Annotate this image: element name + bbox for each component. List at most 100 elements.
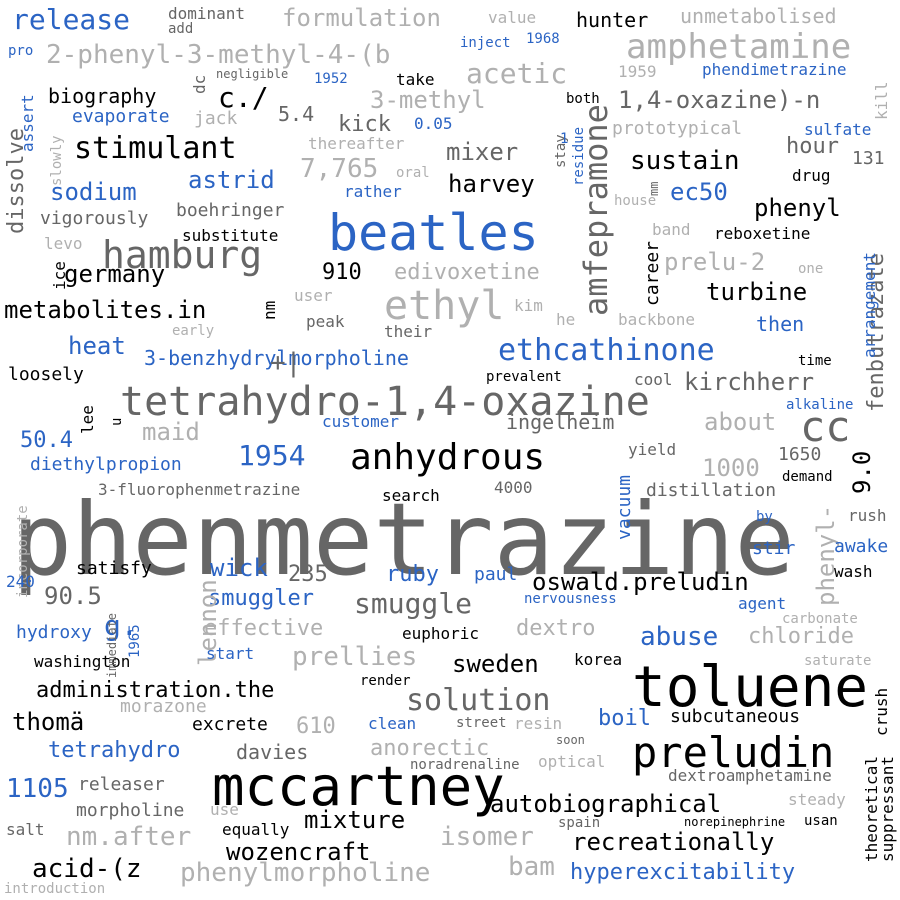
word-house: house: [614, 193, 657, 209]
word-oswald-preludin: oswald.preludin: [532, 568, 749, 596]
word-kirchherr: kirchherr: [684, 368, 815, 396]
word-slowly: slowly: [49, 135, 65, 186]
word-paul: paul: [474, 564, 518, 585]
word-one: one: [798, 261, 824, 277]
word-mixture: mixture: [304, 806, 406, 834]
word-euphoric: euphoric: [402, 624, 480, 643]
word-1954: 1954: [238, 439, 306, 472]
word-ruby: ruby: [386, 562, 439, 587]
word-both: both: [566, 91, 600, 107]
word-turbine: turbine: [706, 278, 808, 306]
word-steady: steady: [788, 790, 846, 809]
word-tetrahydro: tetrahydro: [48, 738, 181, 763]
word-render: render: [360, 673, 411, 689]
word-korea: korea: [574, 650, 623, 669]
word-evaporate: evaporate: [72, 106, 170, 127]
word-beatles: beatles: [328, 204, 539, 262]
word-smuggler: smuggler: [208, 586, 314, 611]
word-reboxetine: reboxetine: [714, 224, 811, 243]
word-acid-z: acid-(z: [32, 854, 142, 884]
word-kill: kill: [872, 81, 891, 120]
word-preludin: preludin: [632, 728, 835, 777]
word-mixer: mixer: [446, 138, 519, 166]
word-ice: ice: [50, 261, 69, 290]
word-nervousness: nervousness: [524, 591, 617, 607]
word-rush: rush: [848, 506, 887, 525]
word-acetic: acetic: [466, 57, 568, 90]
word-salt: salt: [6, 820, 45, 839]
word-career: career: [642, 240, 663, 306]
word-3-methyl: 3-methyl: [370, 86, 486, 114]
word-vacuum: vacuum: [614, 474, 635, 540]
word-loosely: loosely: [8, 364, 84, 385]
word-agent: agent: [738, 594, 787, 613]
word-rather: rather: [344, 182, 402, 201]
word-prevalent: prevalent: [486, 369, 562, 385]
word-1: 1: [560, 131, 569, 147]
word-morpholine: morpholine: [76, 800, 185, 821]
word-dominant: dominant: [168, 4, 246, 23]
word-3-benzhydrylmorpholine: 3-benzhydrylmorpholine: [144, 346, 409, 370]
word-wick: wick: [210, 554, 268, 582]
word-pro: pro: [8, 43, 34, 59]
word-then: then: [756, 312, 805, 336]
word-hydroxy: hydroxy: [16, 622, 92, 643]
word-autobiographical: autobiographical: [490, 790, 722, 818]
word-ec50: ec50: [670, 178, 728, 206]
word-ethcathinone: ethcathinone: [498, 333, 715, 368]
word-norepinephrine: norepinephrine: [684, 815, 786, 829]
word-excrete: excrete: [192, 714, 268, 735]
word-1968: 1968: [526, 31, 560, 47]
word-5-4: 5.4: [278, 102, 315, 126]
word-metabolites-in: metabolites.in: [4, 296, 207, 324]
word-releaser: releaser: [78, 774, 165, 795]
word-residue: residue: [571, 126, 587, 186]
word-90-5: 90.5: [44, 582, 102, 610]
word-noradrenaline: noradrenaline: [410, 757, 520, 773]
word-backbone: backbone: [618, 310, 696, 329]
word-nm-after: nm.after: [66, 822, 192, 852]
word-stimulant: stimulant: [74, 131, 237, 166]
word-hour: hour: [786, 134, 839, 159]
word-1965: 1965: [127, 624, 143, 658]
word-chloride: chloride: [748, 624, 854, 649]
word-phenmetrazine: phenmetrazine: [12, 481, 795, 598]
word-dc: dc: [190, 74, 209, 94]
word-1000: 1000: [702, 454, 760, 482]
word-value: value: [488, 8, 537, 27]
word-anhydrous: anhydrous: [350, 437, 546, 478]
word-customer: customer: [322, 412, 400, 431]
word-1650: 1650: [778, 444, 822, 465]
word-vigorously: vigorously: [40, 208, 149, 229]
word-inject: inject: [460, 35, 511, 51]
word-kick: kick: [338, 112, 391, 137]
word-formulation: formulation: [282, 4, 441, 32]
word-their: their: [384, 322, 433, 341]
word-thereafter: thereafter: [308, 134, 405, 153]
word-administration-the: administration.the: [36, 678, 275, 703]
word-distillation: distillation: [646, 480, 777, 501]
word-search: search: [382, 486, 440, 505]
word-immediate: immediate: [105, 612, 119, 678]
word-50-4: 50.4: [20, 428, 73, 453]
word-bam: bam: [508, 852, 555, 882]
word-street: street: [456, 715, 507, 731]
word-phenylmorpholine: phenylmorpholine: [180, 858, 431, 888]
word-biography: biography: [48, 84, 157, 108]
word-he: he: [556, 310, 576, 329]
word-lee: lee: [78, 405, 97, 434]
word-prellies: prellies: [292, 642, 418, 672]
word-smuggle: smuggle: [354, 587, 473, 620]
word-harvey: harvey: [448, 170, 535, 198]
word-240: 240: [6, 572, 35, 591]
word-subcutaneous: subcutaneous: [670, 706, 801, 727]
word-prototypical: prototypical: [612, 118, 743, 139]
word-washington: washington: [34, 652, 131, 671]
word-add: add: [168, 21, 194, 37]
word-germany: germany: [64, 260, 166, 288]
word-1105: 1105: [6, 774, 69, 804]
word-sodium: sodium: [50, 178, 137, 206]
word-hyperexcitability: hyperexcitability: [570, 860, 796, 885]
word-effective: effective: [204, 616, 324, 641]
